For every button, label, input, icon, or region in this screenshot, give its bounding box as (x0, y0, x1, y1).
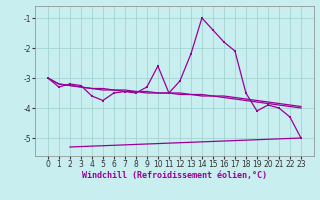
X-axis label: Windchill (Refroidissement éolien,°C): Windchill (Refroidissement éolien,°C) (82, 171, 267, 180)
